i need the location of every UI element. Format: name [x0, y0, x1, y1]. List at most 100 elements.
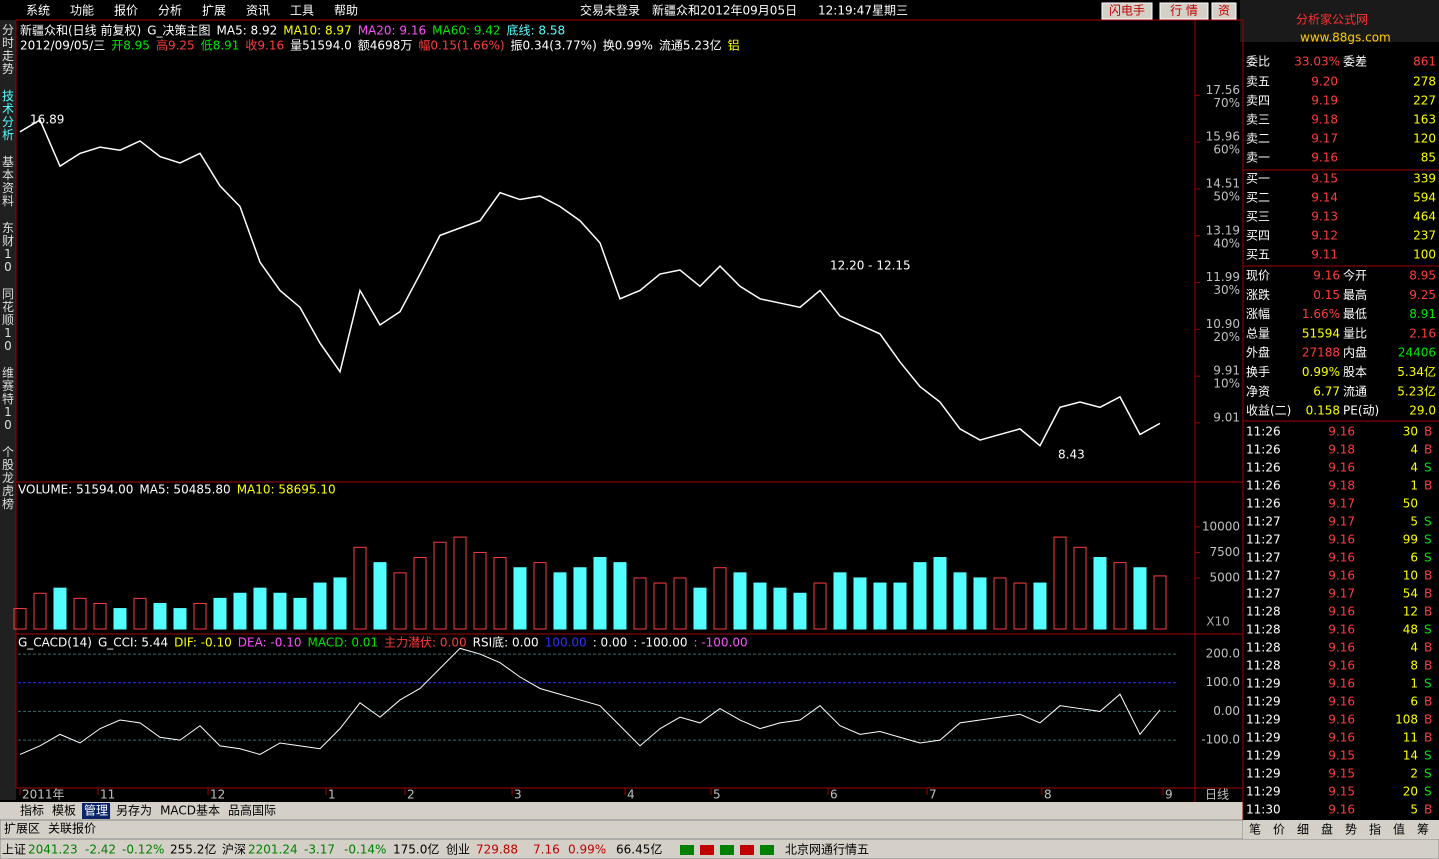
logo-bg [1240, 0, 1439, 42]
right-tab[interactable]: 势 [1345, 823, 1357, 837]
button[interactable] [1211, 2, 1237, 20]
tab[interactable]: 管理 [84, 803, 108, 818]
tab[interactable]: 指标 [20, 803, 44, 818]
trade-time: 11:28 [1246, 659, 1281, 673]
side-tab[interactable]: 东财 1 0 [2, 221, 14, 274]
right-tab[interactable]: 值 [1393, 822, 1405, 837]
annotation: 8.43 [1058, 448, 1085, 462]
x-tick-label: 9 [1165, 788, 1173, 802]
trade-time: 11:29 [1246, 731, 1281, 745]
trade-volume: 20 [1403, 785, 1418, 799]
info-text: MACD: 0.01 [308, 636, 379, 650]
trade-time: 11:28 [1246, 623, 1281, 637]
right-tab[interactable]: 笔 [1249, 822, 1261, 837]
info-text: 幅0.15(1.66%) [418, 38, 504, 53]
right-tab[interactable]: 指 [1369, 822, 1381, 837]
tab[interactable]: 品高国际 [228, 803, 276, 818]
trade-price: 9.16 [1328, 641, 1355, 655]
volume-bar [533, 562, 547, 630]
right-tab[interactable]: 细 [1297, 823, 1309, 837]
info-text: G_CCI: 5.44 [98, 636, 168, 650]
info-text: MA5: 50485.80 [139, 483, 230, 497]
volume-bar [113, 608, 127, 630]
status-item: 2041.23 [28, 843, 78, 857]
side-tab[interactable]: 维赛特 1 0 [2, 366, 14, 432]
tab[interactable]: 模板 [52, 804, 76, 818]
menu-item[interactable]: 功能 [70, 4, 94, 18]
right-tab[interactable]: 价 [1273, 823, 1285, 837]
side-tab[interactable]: 分时走势 [2, 23, 14, 76]
logo-title: 分析家公式网 [1296, 12, 1368, 27]
menu-item[interactable]: 分析 [158, 4, 182, 18]
trade-time: 11:28 [1246, 641, 1281, 655]
status-item: 上证 [2, 843, 26, 857]
x-tick-label: 4 [627, 788, 635, 802]
info-text: G_CACD(14) [18, 636, 92, 650]
trade-price: 9.16 [1328, 731, 1355, 745]
button-label[interactable]: 资 [1218, 4, 1230, 18]
menu-item[interactable]: 资讯 [246, 4, 270, 18]
volume-bar [873, 582, 887, 630]
menu-bar [0, 0, 1439, 20]
tab[interactable]: MACD基本 [160, 804, 220, 818]
menu-item[interactable]: 报价 [114, 3, 138, 18]
trade-price: 9.16 [1328, 425, 1355, 439]
stat-label: 最高 [1343, 287, 1367, 302]
y-tick-label: 11.99 [1206, 270, 1240, 284]
stat-label: 流通 [1343, 384, 1367, 398]
book-volume: 594 [1413, 191, 1436, 205]
price-line [19, 118, 1161, 447]
trade-volume: 50 [1403, 497, 1418, 511]
side-tab[interactable]: 技术分析 [2, 89, 14, 142]
book-price: 9.19 [1311, 94, 1338, 108]
side-tab[interactable]: 同花顺 1 0 [2, 287, 14, 353]
stat-label: 总量 [1246, 326, 1270, 340]
trade-volume: 4 [1410, 461, 1418, 475]
tab[interactable]: 另存为 [116, 804, 152, 818]
volume-bar [633, 577, 647, 630]
trade-volume: 10 [1403, 569, 1418, 583]
volume-bar [293, 597, 307, 630]
stat-label: 今开 [1343, 268, 1367, 283]
volume-bar [933, 557, 947, 630]
volume-bar [133, 597, 147, 630]
volume-bar [373, 562, 387, 630]
book-price: 9.17 [1311, 132, 1338, 146]
volume-bar [473, 551, 487, 630]
trade-volume: 5 [1410, 515, 1418, 529]
menu-item[interactable]: 工具 [290, 4, 314, 18]
volume-bar [1113, 562, 1127, 630]
trade-time: 11:30 [1246, 803, 1281, 817]
sub-tab[interactable]: 扩展区 [4, 822, 40, 836]
right-tab[interactable]: 筹 [1417, 823, 1429, 837]
trade-volume: 48 [1403, 623, 1418, 637]
button-label[interactable]: 闪电手 [1109, 4, 1145, 18]
trade-volume: 4 [1410, 641, 1418, 655]
button[interactable] [1159, 2, 1209, 20]
volume-bar [813, 582, 827, 630]
book-volume: 85 [1421, 151, 1436, 165]
trade-price: 9.17 [1328, 497, 1355, 511]
y-tick-label: -100.0 [1201, 733, 1240, 747]
trade-price: 9.15 [1328, 749, 1355, 763]
button[interactable] [1101, 2, 1153, 20]
y-tick-label: 0.00 [1213, 704, 1240, 718]
trade-time: 11:26 [1246, 425, 1281, 439]
side-tab[interactable]: 基本资料 [2, 155, 14, 208]
pct-label: 50% [1213, 189, 1240, 203]
trade-side: B [1424, 731, 1432, 745]
side-tab[interactable]: 个股龙虎榜 [2, 445, 14, 511]
menu-item[interactable]: 帮助 [334, 4, 358, 18]
volume-bar [853, 577, 867, 630]
book-volume: 227 [1413, 94, 1436, 108]
volume-bar [593, 557, 607, 630]
trade-volume: 4 [1410, 443, 1418, 457]
menu-item[interactable]: 扩展 [202, 4, 226, 18]
button-label[interactable]: 行 情 [1170, 4, 1198, 18]
menu-item[interactable]: 系统 [26, 4, 50, 18]
sub-tab[interactable]: 关联报价 [48, 821, 96, 836]
trade-side: B [1424, 605, 1432, 619]
right-tab[interactable]: 盘 [1321, 822, 1333, 837]
info-text: 高9.25 [156, 38, 195, 53]
period-label[interactable]: 日线 [1205, 788, 1229, 802]
